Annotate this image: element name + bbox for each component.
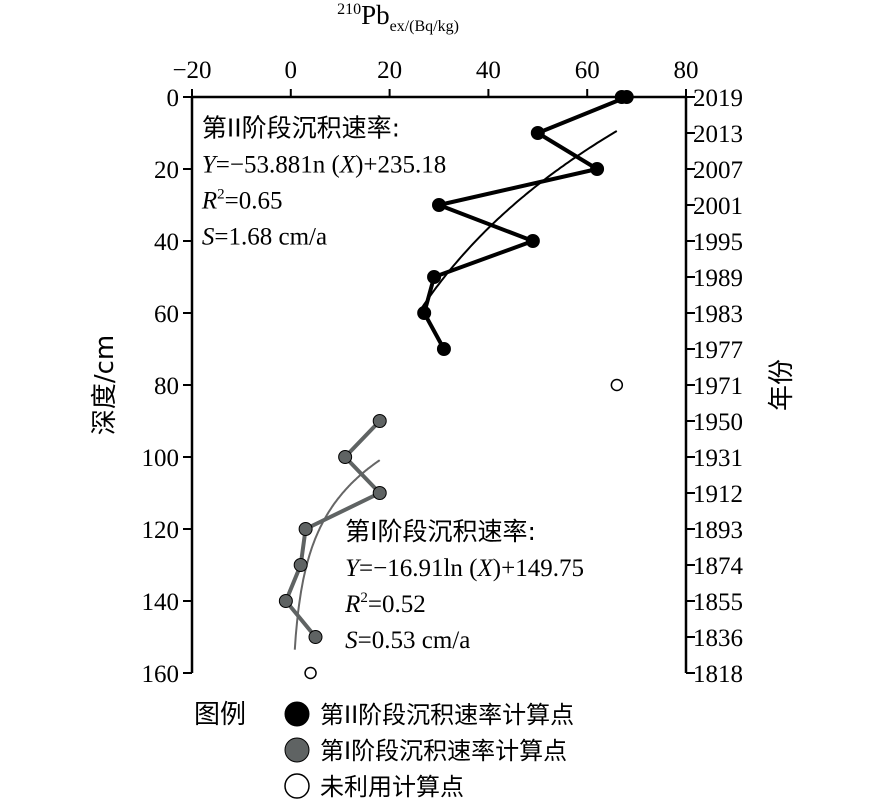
- legend-marker-1: [284, 701, 310, 727]
- data-point: [304, 666, 317, 680]
- annotations: 第II阶段沉积速率:Y=−53.881n (X)+235.18R2=0.65S=…: [201, 114, 584, 654]
- annotation-text: =0.65: [225, 188, 283, 215]
- annotation-sup: 2: [360, 590, 368, 606]
- y-right-tick-label: 1995: [693, 229, 743, 256]
- y-left-tick-label: 60: [154, 301, 179, 328]
- y-right-tick-label: 1836: [693, 625, 743, 652]
- fit-curves: [293, 130, 618, 650]
- data-point: [372, 486, 387, 500]
- y-left-tick-label: 160: [142, 661, 180, 688]
- fit-curve-stage-1: [293, 459, 381, 650]
- annotation-text: =1.68 cm/a: [214, 224, 327, 251]
- data-point: [298, 522, 313, 536]
- y-left-tick-label: 20: [154, 157, 179, 184]
- data-point: [432, 198, 446, 212]
- y-right-tick-label: 1818: [693, 661, 743, 688]
- annotation-sup: 2: [217, 187, 225, 203]
- data-point: [525, 234, 540, 248]
- annotation-1-line-3: R2=0.65: [201, 187, 283, 215]
- y-right-tick-label: 1983: [693, 301, 743, 328]
- annotation-var: S: [202, 224, 215, 251]
- x-axis-title-base: Pb: [361, 0, 390, 30]
- y-left-tick-label: 140: [142, 589, 180, 616]
- y-right-tick-label: 1855: [693, 589, 743, 616]
- annotation-2-line-3: R2=0.52: [344, 590, 426, 618]
- annotation-2-line-1: 第I阶段沉积速率:: [345, 517, 536, 546]
- annotation-var: Y: [202, 152, 219, 179]
- legend-marker-2: [284, 737, 310, 763]
- x-axis-title: 210Pbex/(Bq/kg): [337, 0, 459, 35]
- legend-label-3: 未利用计算点: [320, 773, 464, 801]
- y-left-tick-label: 40: [154, 229, 179, 256]
- data-point: [338, 450, 353, 464]
- annotation-text: =0.52: [368, 591, 426, 618]
- data-point: [530, 126, 545, 140]
- data-point: [436, 342, 451, 356]
- y-right-tick-label: 2001: [693, 193, 743, 220]
- legend-title: 图例: [194, 700, 246, 730]
- y-right-tick-label: 1893: [693, 517, 743, 544]
- annotation-1-line-1: 第II阶段沉积速率:: [202, 114, 400, 143]
- y-right-tick-label: 1971: [693, 373, 743, 400]
- annotation-text: )+149.75: [493, 555, 584, 582]
- annotation-var: X: [477, 555, 495, 582]
- legend-label-2: 第I阶段沉积速率计算点: [320, 737, 567, 765]
- annotation-text: )+235.18: [355, 152, 446, 179]
- y-right-tick-label: 2013: [693, 121, 743, 148]
- y-left-tick-label: 120: [142, 517, 180, 544]
- y-left-tick-label: 80: [154, 373, 179, 400]
- x-tick-label: 60: [575, 57, 600, 84]
- data-point: [372, 414, 387, 428]
- y-left-tick-label: 100: [142, 445, 180, 472]
- annotation-2-line-4: S=0.53 cm/a: [345, 627, 470, 654]
- data-point: [427, 270, 442, 284]
- y-axis-right-title: 年份: [767, 359, 797, 411]
- annotation-var: Y: [345, 555, 362, 582]
- annotation-text: =−16.91ln (: [359, 555, 477, 582]
- y-right-tick-label: 1874: [693, 553, 744, 580]
- data-point: [417, 306, 432, 320]
- y-right-tick-label: 2019: [693, 85, 743, 112]
- y-right-tick-label: 1912: [693, 481, 743, 508]
- annotation-2-line-2: Y=−16.91ln (X)+149.75: [345, 555, 584, 582]
- y-right-tick-label: 2007: [693, 157, 743, 184]
- data-point: [308, 630, 323, 644]
- x-axis-title-sup: 210: [337, 1, 361, 18]
- x-tick-label: −20: [172, 57, 211, 84]
- data-point: [293, 558, 308, 572]
- data-series: [278, 90, 634, 680]
- data-point: [278, 594, 293, 608]
- y-right-tick-label: 1950: [693, 409, 743, 436]
- y-axis-left-title: 深度/cm: [90, 335, 120, 435]
- legend-marker-3: [284, 773, 310, 799]
- annotation-var: R: [201, 188, 217, 215]
- y-right-tick-label: 1989: [693, 265, 743, 292]
- series-line-1: [422, 95, 629, 350]
- legend-label-1: 第II阶段沉积速率计算点: [320, 701, 574, 729]
- x-tick-label: 40: [476, 57, 501, 84]
- fit-curve-stage-2: [420, 130, 618, 309]
- y-right-tick-label: 1977: [693, 337, 743, 364]
- x-tick-label: 80: [674, 57, 699, 84]
- x-tick-label: 20: [377, 57, 402, 84]
- annotation-text: =−53.881n (: [216, 152, 340, 179]
- data-point: [619, 90, 634, 104]
- annotation-var: X: [339, 152, 357, 179]
- annotation-1-line-4: S=1.68 cm/a: [202, 224, 327, 251]
- data-point: [590, 162, 605, 176]
- x-axis-title-sub: ex/(Bq/kg): [390, 18, 459, 35]
- axes: −20 0 20 40 60 80210Pbex/(Bq/kg)0204060801001…: [90, 0, 797, 688]
- annotation-var: S: [345, 627, 358, 654]
- y-left-tick-label: 0: [167, 85, 180, 112]
- y-right-tick-label: 1931: [693, 445, 743, 472]
- x-tick-label: 0: [285, 57, 298, 84]
- annotation-1-line-2: Y=−53.881n (X)+235.18: [202, 152, 446, 179]
- annotation-var: R: [344, 591, 360, 618]
- annotation-text: =0.53 cm/a: [358, 627, 471, 654]
- data-point: [610, 378, 624, 392]
